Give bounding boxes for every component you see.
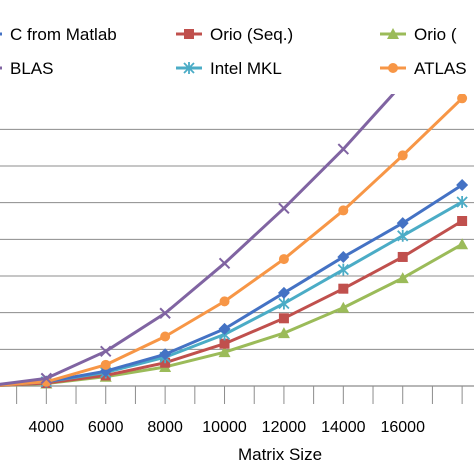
series-line [0,219,463,387]
data-point [396,272,409,284]
data-point [456,179,469,192]
data-point [338,205,349,216]
legend: C from Matlab Orio (Seq.) Orio ( BLAS Intel … [0,0,474,94]
legend-swatch-marker [183,62,195,74]
legend-item: Orio ( [380,25,457,44]
legend-item: ATLAS [380,59,467,78]
data-point [456,195,468,208]
data-point [278,254,289,265]
legend-item: Orio (Seq.) [176,25,293,44]
legend-swatch-marker [388,63,398,73]
data-point [337,250,350,263]
axes [0,385,474,404]
legend-label: Orio ( [414,25,457,44]
data-point [337,301,350,313]
data-point [396,217,409,230]
data-point [457,93,468,104]
data-point [40,372,53,385]
data-point [278,313,289,324]
legend-label: Orio (Seq.) [210,25,293,44]
data-point [338,283,349,294]
x-tick-label: 16000 [380,419,425,436]
legend-label: Intel MKL [210,59,282,78]
legend-item: Intel MKL [176,59,282,78]
x-tick-label: 12000 [262,419,307,436]
data-point [100,359,111,370]
x-tick-label: 4000 [29,419,65,436]
data-point [159,348,172,361]
data-point [160,331,171,342]
data-point [277,286,290,299]
data-point [218,257,231,270]
data-point [218,322,231,335]
data-point [397,150,408,161]
legend-label: BLAS [10,59,53,78]
x-tick-label: 14000 [321,419,366,436]
data-point [278,297,290,310]
series-orio-seq [0,216,468,389]
legend-swatch-marker [184,29,194,39]
data-point [337,263,349,276]
data-point [218,346,231,358]
legend-item: BLAS [0,59,53,78]
series-lines [0,20,469,389]
legend-background [0,0,474,94]
x-tick-label: 6000 [88,419,124,436]
data-point [277,327,290,339]
data-point [100,345,112,358]
data-point [397,229,409,242]
data-point [219,296,230,307]
x-axis-label: Matrix Size [238,445,322,464]
data-point [457,216,468,226]
x-tick-label: 10000 [202,419,247,436]
data-point [337,143,350,155]
legend-label: ATLAS [414,59,467,78]
data-point [456,238,469,250]
data-point [159,307,171,319]
data-point [397,251,408,262]
data-point [219,338,230,349]
x-tick-label: 8000 [147,419,183,436]
legend-swatch-marker [387,28,399,39]
legend-item: C from Matlab [0,25,117,44]
series-c-from-matlab [0,179,469,388]
x-tick-labels: 4000 6000 8000 10000 12000 14000 16000 [29,419,426,436]
series-line [0,242,463,387]
series-atlas [0,93,468,387]
data-point [278,202,290,215]
series-line [0,183,463,387]
legend-label: C from Matlab [10,25,117,44]
